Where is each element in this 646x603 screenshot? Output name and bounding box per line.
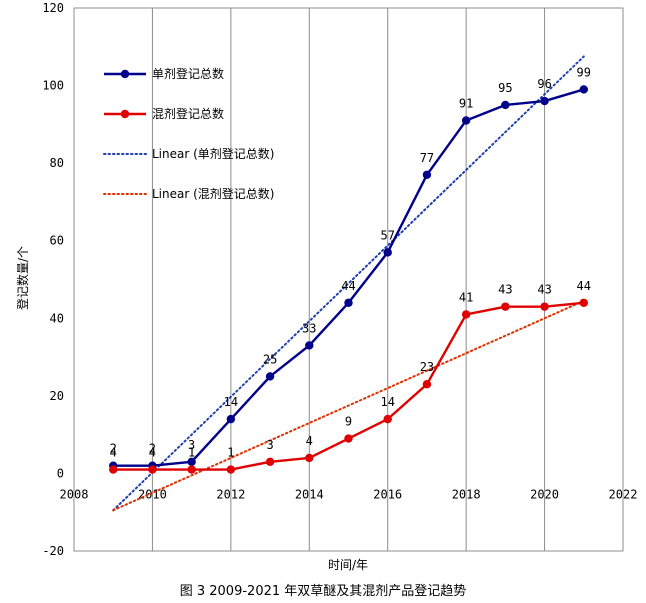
data-label: 91 bbox=[459, 96, 473, 110]
data-point bbox=[422, 380, 432, 389]
data-point bbox=[540, 96, 549, 106]
data-point bbox=[265, 372, 275, 381]
data-label: 4 bbox=[110, 446, 117, 460]
data-label: 4 bbox=[306, 434, 313, 448]
x-tick-label: 2018 bbox=[452, 487, 481, 501]
data-point bbox=[305, 453, 314, 463]
x-tick-label: 2020 bbox=[530, 487, 559, 501]
data-point bbox=[187, 465, 196, 474]
series-line-1 bbox=[113, 301, 584, 471]
data-point bbox=[461, 116, 471, 125]
data-label: 1 bbox=[188, 446, 195, 460]
data-point bbox=[540, 302, 549, 311]
data-point bbox=[344, 434, 353, 443]
chart: 2008 2010 2012 2014 2016 2018 2020 2022 -20 0 20 40… bbox=[15, 1, 637, 572]
data-point bbox=[148, 465, 157, 474]
legend-marker-1 bbox=[120, 109, 130, 119]
y-tick-label: 40 bbox=[50, 311, 64, 325]
data-series bbox=[109, 85, 588, 474]
legend-marker-0 bbox=[120, 69, 130, 79]
data-point bbox=[579, 85, 588, 94]
x-axis-title: 时间/年 bbox=[328, 558, 368, 572]
data-label: 23 bbox=[420, 360, 434, 374]
data-label: 77 bbox=[420, 151, 434, 165]
data-point bbox=[109, 465, 118, 474]
data-label: 25 bbox=[263, 352, 277, 366]
legend-label-3: Linear (混剂登记总数) bbox=[152, 186, 274, 201]
data-point bbox=[579, 298, 588, 307]
data-label: 96 bbox=[537, 77, 551, 91]
data-label: 43 bbox=[498, 283, 512, 297]
x-tick-label: 2022 bbox=[609, 487, 638, 501]
data-label: 3 bbox=[266, 438, 273, 452]
data-label: 3 bbox=[188, 438, 195, 452]
data-point bbox=[501, 100, 510, 110]
data-point bbox=[344, 298, 353, 307]
trend-lines bbox=[112, 55, 585, 512]
data-point bbox=[501, 302, 510, 311]
legend-label-0: 单剂登记总数 bbox=[152, 66, 224, 81]
y-tick-label: 0 bbox=[57, 466, 64, 480]
data-label: 95 bbox=[498, 81, 512, 95]
plot-frame bbox=[73, 7, 624, 552]
legend-label-1: 混剂登记总数 bbox=[152, 106, 224, 121]
data-label: 99 bbox=[577, 65, 591, 79]
data-point bbox=[461, 310, 471, 319]
y-tick-label: 80 bbox=[50, 156, 64, 170]
data-label: 44 bbox=[341, 279, 355, 293]
data-label: 44 bbox=[577, 279, 591, 293]
data-point bbox=[383, 248, 392, 257]
data-label: 9 bbox=[345, 415, 352, 429]
y-axis-title: 登记数量/个 bbox=[15, 246, 30, 310]
x-tick-label: 2016 bbox=[373, 487, 402, 501]
data-point bbox=[383, 414, 392, 424]
data-label: 41 bbox=[459, 290, 473, 304]
trend-line-3 bbox=[112, 299, 585, 512]
y-tick-label: 100 bbox=[42, 79, 64, 93]
y-tick-label: -20 bbox=[42, 544, 64, 558]
data-label: 1 bbox=[227, 446, 234, 460]
data-label: 14 bbox=[224, 395, 238, 409]
tick-labels: 2008 2010 2012 2014 2016 2018 2020 2022 -20 0 20 40… bbox=[42, 1, 637, 558]
data-point bbox=[265, 457, 275, 466]
y-tick-label: 20 bbox=[50, 389, 64, 403]
data-label: 2 bbox=[149, 442, 156, 456]
data-point bbox=[187, 457, 196, 466]
data-label: 33 bbox=[302, 321, 316, 335]
trend-line-2 bbox=[112, 55, 585, 512]
data-label: 2 bbox=[110, 442, 117, 456]
data-point bbox=[226, 414, 236, 424]
x-tick-label: 2014 bbox=[295, 487, 324, 501]
data-point bbox=[226, 465, 236, 474]
data-label: 57 bbox=[380, 228, 394, 242]
data-label: 4 bbox=[149, 446, 156, 460]
y-tick-label: 120 bbox=[42, 1, 64, 15]
legend-label-2: Linear (单剂登记总数) bbox=[152, 146, 274, 161]
x-tick-label: 2008 bbox=[60, 487, 89, 501]
data-point bbox=[305, 341, 314, 350]
x-tick-label: 2012 bbox=[216, 487, 245, 501]
data-point bbox=[422, 170, 432, 179]
figure-caption: 图 3 2009-2021 年双草醚及其混剂产品登记趋势 bbox=[179, 584, 467, 599]
data-label: 14 bbox=[380, 395, 394, 409]
y-tick-label: 60 bbox=[50, 234, 64, 248]
data-label: 43 bbox=[537, 283, 551, 297]
series-line-0 bbox=[113, 88, 585, 467]
x-tick-label: 2010 bbox=[138, 487, 167, 501]
